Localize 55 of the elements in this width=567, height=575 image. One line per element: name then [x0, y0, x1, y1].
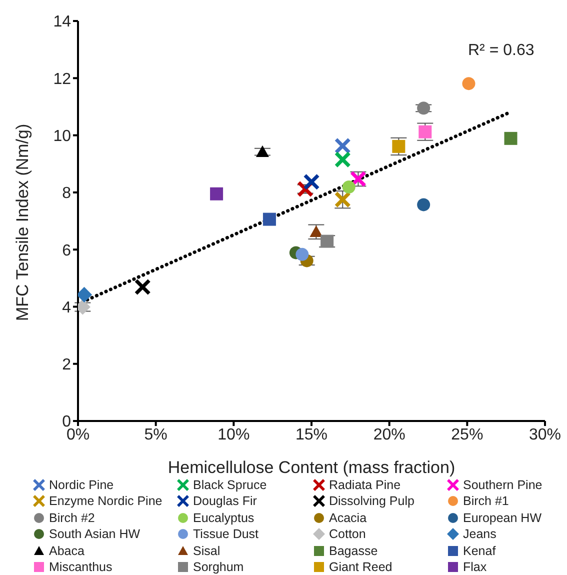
- y-tick-label: 2: [62, 356, 72, 374]
- x-tick-label: 15%: [295, 426, 328, 444]
- legend-label: Radiata Pine: [329, 478, 401, 492]
- x-tick-label: 25%: [451, 426, 484, 444]
- x-tick-label: 10%: [218, 426, 250, 444]
- legend-label: Sorghum: [193, 560, 244, 574]
- legend-label: Abaca: [49, 544, 84, 558]
- legend-label: Cotton: [329, 527, 366, 542]
- legend-label: Miscanthus: [49, 560, 112, 574]
- point: [417, 198, 430, 212]
- legend-label: Enzyme Nordic Pine: [49, 494, 162, 508]
- point: [134, 278, 151, 296]
- legend-label: Nordic Pine: [49, 478, 114, 492]
- x-tick-label: 20%: [373, 426, 406, 444]
- legend-label: European HW: [463, 510, 542, 525]
- point: [417, 102, 430, 115]
- y-tick-label: 6: [62, 242, 72, 260]
- x-tick-label: 5%: [144, 426, 168, 444]
- legend-label: Giant Reed: [329, 560, 392, 574]
- point: [342, 180, 356, 194]
- point: [210, 187, 224, 200]
- x-tick-label: 0%: [66, 426, 90, 444]
- legend-label: Birch #1: [463, 494, 509, 508]
- point: [296, 248, 309, 261]
- point: [78, 286, 92, 303]
- x-axis-title: Hemicellulose Content (mass fraction): [168, 458, 456, 477]
- legend-label: Birch #2: [49, 510, 95, 525]
- legend-label: Dissolving Pulp: [329, 494, 414, 508]
- annotation: R² = 0.63: [468, 42, 534, 60]
- legend-label: Sisal: [193, 544, 220, 558]
- point: [256, 145, 269, 158]
- y-tick-label: 12: [53, 70, 72, 88]
- legend-label: Bagasse: [329, 544, 378, 558]
- x-tick-label: 30%: [528, 426, 562, 444]
- point: [334, 151, 351, 168]
- legend-label: South Asian HW: [49, 527, 140, 542]
- legend-label: Flax: [463, 560, 487, 574]
- point: [334, 138, 351, 154]
- legend-label: Jeans: [463, 527, 496, 542]
- point: [462, 77, 476, 90]
- legend-label: Tissue Dust: [193, 527, 259, 542]
- legend-label: Black Spruce: [193, 478, 267, 492]
- y-tick-label: 10: [53, 128, 72, 145]
- point: [303, 174, 320, 190]
- legend-label: Kenaf: [463, 544, 496, 558]
- legend-label: Acacia: [329, 510, 367, 525]
- y-tick-label: 8: [62, 185, 72, 202]
- legend-label: Douglas Fir: [193, 494, 257, 508]
- y-tick-label: 4: [62, 299, 72, 316]
- legend-label: Southern Pine: [463, 478, 542, 492]
- point: [262, 212, 276, 226]
- point: [504, 132, 518, 145]
- y-axis-title: MFC Tensile Index (Nm/g): [13, 124, 32, 321]
- legend-label: Eucalyptus: [193, 510, 254, 525]
- y-tick-label: 14: [53, 14, 72, 31]
